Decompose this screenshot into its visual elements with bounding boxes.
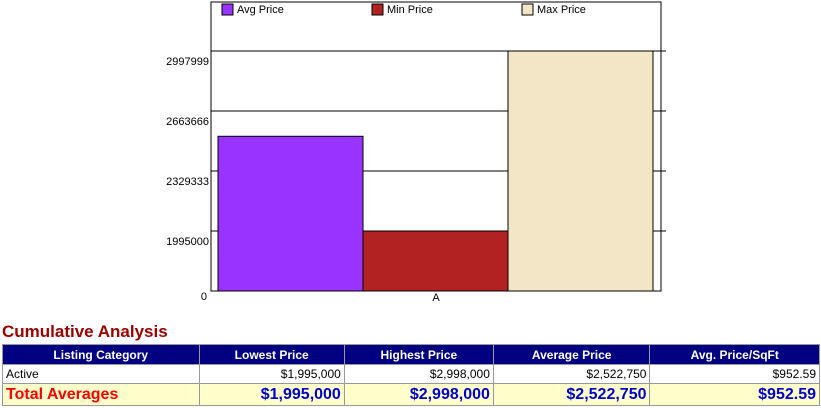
totals-cell: $2,522,750 [493,384,650,405]
table-cell: $2,522,750 [493,365,650,383]
table-cell: $952.59 [650,365,819,383]
legend-swatch [371,3,384,16]
bar [217,135,364,292]
table-cell: $2,998,000 [344,365,493,383]
header-row: Listing Category Lowest Price Highest Pric… [3,345,819,364]
y-tick-label: 1995000 [166,236,209,248]
legend-swatch [521,3,534,16]
column-header: Lowest Price [199,345,344,364]
legend-label: Avg Price [237,4,284,16]
bar [507,50,654,292]
column-header: Listing Category [3,345,199,364]
totals-row: Total Averages $1,995,000 $2,998,000 $2,522… [3,384,819,405]
column-header: Highest Price [344,345,493,364]
x-tick-label: A [432,292,440,304]
bar [362,230,509,292]
legend-label: Max Price [537,4,586,16]
table-body: Active $1,995,000 $2,998,000 $2,522,750 $952… [3,365,819,405]
totals-cell: Total Averages [3,384,199,405]
table-cell: Active [3,365,199,383]
column-header: Avg. Price/SqFt [650,345,819,364]
legend-swatch [221,3,234,16]
table-row: Active $1,995,000 $2,998,000 $2,522,750 $952… [3,365,819,383]
y-tick-label: 2997999 [166,56,209,68]
y-origin-label: 0 [201,291,207,303]
totals-cell: $952.59 [650,384,819,405]
summary-table: Listing Category Lowest Price Highest Pric… [2,344,820,406]
y-tick-label: 2329333 [166,176,209,188]
section-title: Cumulative Analysis [2,322,168,341]
column-header: Average Price [493,345,650,364]
totals-cell: $2,998,000 [344,384,493,405]
legend-label: Min Price [387,4,433,16]
table-cell: $1,995,000 [199,365,344,383]
y-tick-label: 2663666 [166,116,209,128]
chart: 1995000 2329333 2663666 2997999 0 A Avg Price M… [166,1,666,304]
totals-cell: $1,995,000 [199,384,344,405]
